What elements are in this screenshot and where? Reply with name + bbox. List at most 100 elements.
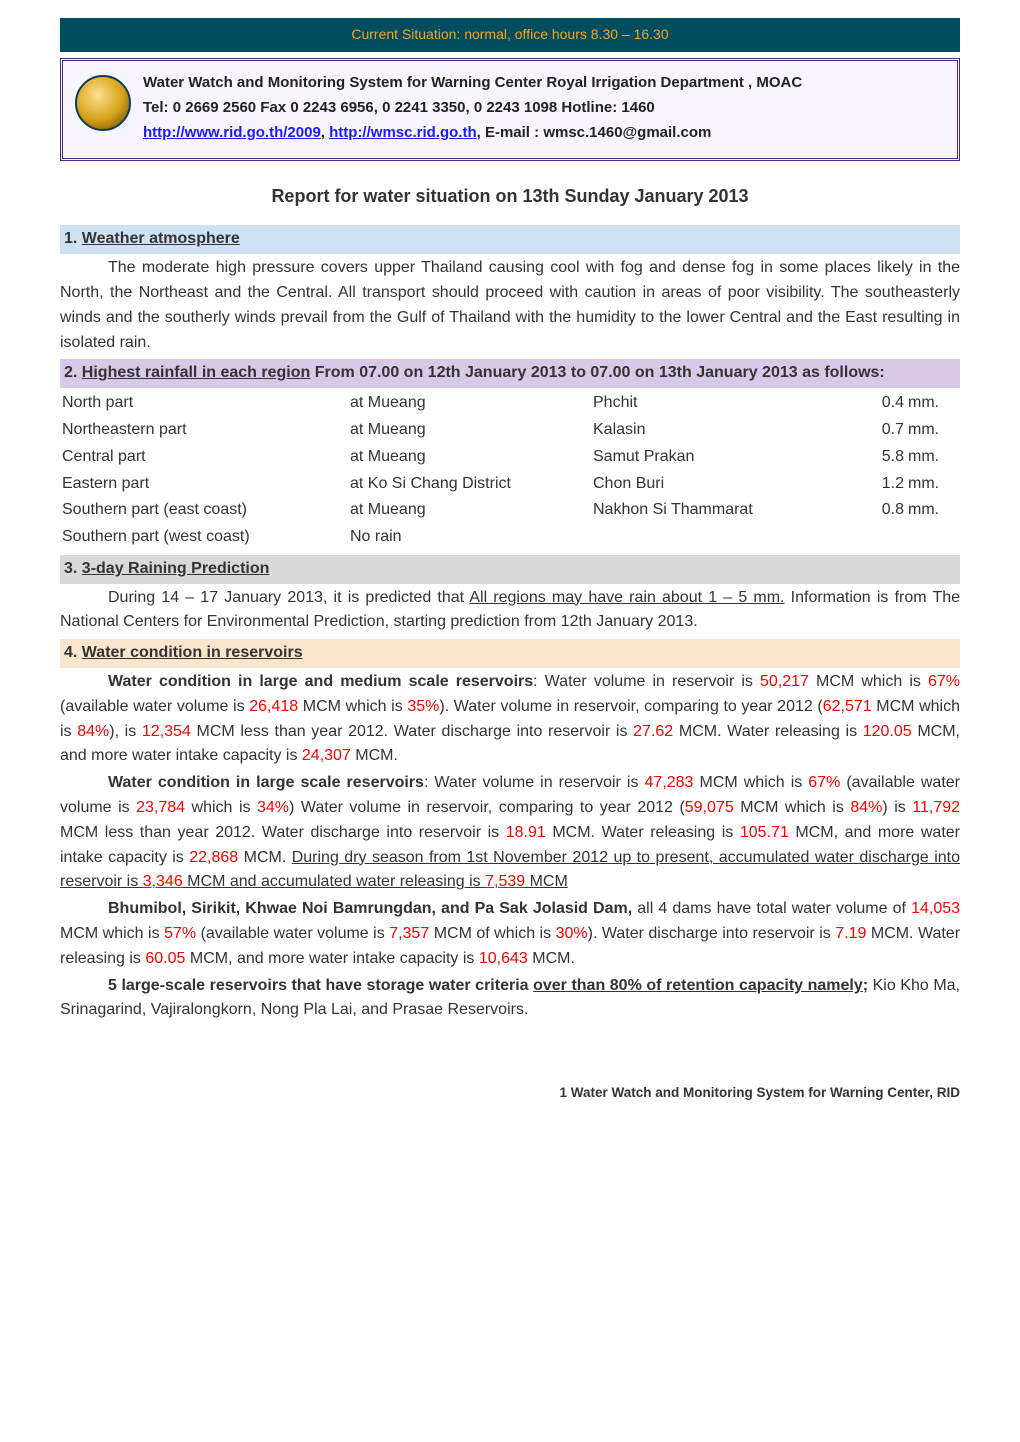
page-footer: 1 Water Watch and Monitoring System for … — [60, 1083, 960, 1104]
section-1-label: Weather atmosphere — [82, 230, 240, 247]
rain-value — [852, 524, 906, 551]
rain-region: Eastern part — [60, 471, 348, 498]
reservoir-para-2: Water condition in large scale reservoir… — [60, 771, 960, 895]
p3-g: MCM, and more water intake capacity is — [185, 950, 478, 967]
rain-region: Northeastern part — [60, 417, 348, 444]
rain-place: Phchit — [591, 390, 852, 417]
rain-value: 0.4 — [852, 390, 906, 417]
rain-region: North part — [60, 390, 348, 417]
rain-value: 1.2 — [852, 471, 906, 498]
p3-v1: 14,053 — [911, 900, 960, 917]
table-row: Southern part (west coast)No rain — [60, 524, 960, 551]
p3-v2: 57% — [164, 925, 196, 942]
comma-1: , — [321, 124, 329, 141]
p1-v8: 27.62 — [633, 723, 673, 740]
p2-b: MCM which is — [693, 774, 808, 791]
p2-v7: 11,792 — [912, 799, 960, 816]
prediction-paragraph: During 14 – 17 January 2013, it is predi… — [60, 586, 960, 636]
p2-v6: 84% — [850, 799, 882, 816]
p2-v3: 23,784 — [136, 799, 185, 816]
p1-v9: 120.05 — [863, 723, 912, 740]
reservoir-para-1: Water condition in large and medium scal… — [60, 670, 960, 769]
rain-at: at Mueang — [348, 444, 591, 471]
table-row: Southern part (east coast)at MueangNakho… — [60, 497, 960, 524]
p2-e: ) Water volume in reservoir, comparing t… — [289, 799, 685, 816]
rain-unit: mm. — [906, 417, 960, 444]
header-url-1[interactable]: http://www.rid.go.th/2009 — [143, 124, 321, 141]
p2-v2: 67% — [808, 774, 840, 791]
p2-h: MCM less than year 2012. Water discharge… — [60, 824, 506, 841]
rain-at: No rain — [348, 524, 591, 551]
rain-unit: mm. — [906, 390, 960, 417]
p1-v3: 26,418 — [249, 698, 298, 715]
table-row: Northeastern partat MueangKalasin0.7mm. — [60, 417, 960, 444]
reservoir-para-4: 5 large-scale reservoirs that have stora… — [60, 974, 960, 1024]
p1-v2: 67% — [928, 673, 960, 690]
p2-v9: 105.71 — [740, 824, 789, 841]
p3-a: all 4 dams have total water volume of — [632, 900, 911, 917]
section-1-num: 1. — [64, 230, 82, 247]
p3-v3: 7,357 — [389, 925, 429, 942]
p3-e: ). Water discharge into reservoir is — [588, 925, 836, 942]
p3-v4: 30% — [556, 925, 588, 942]
p1-k: MCM. — [351, 747, 398, 764]
p1-c: (available water volume is — [60, 698, 249, 715]
weather-paragraph: The moderate high pressure covers upper … — [60, 256, 960, 355]
section-3-num: 3. — [64, 560, 82, 577]
p2-lead: Water condition in large scale reservoir… — [108, 774, 424, 791]
table-row: North partat MueangPhchit0.4mm. — [60, 390, 960, 417]
reservoir-para-3: Bhumibol, Sirikit, Khwae Noi Bamrungdan,… — [60, 897, 960, 971]
section-3-label: 3-day Raining Prediction — [82, 560, 270, 577]
header-url-2[interactable]: http://wmsc.rid.go.th — [329, 124, 477, 141]
p1-e: ). Water volume in reservoir, comparing … — [439, 698, 822, 715]
table-row: Central partat MueangSamut Prakan5.8mm. — [60, 444, 960, 471]
section-4-heading: 4. Water condition in reservoirs — [60, 639, 960, 668]
rain-at: at Mueang — [348, 497, 591, 524]
p3-c: (available water volume is — [196, 925, 389, 942]
p2-k: MCM. — [238, 849, 292, 866]
rain-value: 5.8 — [852, 444, 906, 471]
p2-dry-v1: 3,346 — [143, 873, 183, 890]
rain-place: Nakhon Si Thammarat — [591, 497, 852, 524]
rain-unit: mm. — [906, 471, 960, 498]
status-banner: Current Situation: normal, office hours … — [60, 18, 960, 52]
p3-b: MCM which is — [60, 925, 164, 942]
rain-at: at Ko Si Chang District — [348, 471, 591, 498]
rainfall-table: North partat MueangPhchit0.4mm.Northeast… — [60, 390, 960, 551]
section-4-label: Water condition in reservoirs — [82, 644, 303, 661]
section-2-label: Highest rainfall in each region — [82, 364, 311, 381]
section-2-num: 2. — [64, 364, 82, 381]
p2-v5: 59,075 — [685, 799, 734, 816]
p1-b: MCM which is — [809, 673, 928, 690]
p3-d: MCM of which is — [429, 925, 555, 942]
p2-g: ) is — [882, 799, 912, 816]
p2-v1: 47,283 — [645, 774, 694, 791]
p4-lead: 5 large-scale reservoirs that have stora… — [108, 977, 533, 994]
rain-place — [591, 524, 852, 551]
section-1-heading: 1. Weather atmosphere — [60, 225, 960, 254]
p3-v6: 60.05 — [145, 950, 185, 967]
rain-at: at Mueang — [348, 390, 591, 417]
rain-place: Samut Prakan — [591, 444, 852, 471]
p2-dry-mid: MCM and accumulated water releasing is — [183, 873, 485, 890]
rain-region: Southern part (east coast) — [60, 497, 348, 524]
header-text: Water Watch and Monitoring System for Wa… — [143, 71, 945, 147]
p4-u: over than 80% of retention capacity name… — [533, 977, 868, 994]
p2-v10: 22,868 — [189, 849, 238, 866]
p1-h: MCM less than year 2012. Water discharge… — [191, 723, 633, 740]
p1-v4: 35% — [407, 698, 439, 715]
p2-f: MCM which is — [734, 799, 851, 816]
p3-lead: Bhumibol, Sirikit, Khwae Noi Bamrungdan,… — [108, 900, 632, 917]
p3-v7: 10,643 — [479, 950, 528, 967]
rain-place: Kalasin — [591, 417, 852, 444]
p2-a: : Water volume in reservoir is — [424, 774, 645, 791]
p1-v10: 24,307 — [302, 747, 351, 764]
rain-region: Southern part (west coast) — [60, 524, 348, 551]
p1-a: : Water volume in reservoir is — [533, 673, 760, 690]
header-line-2: Tel: 0 2669 2560 Fax 0 2243 6956, 0 2241… — [143, 96, 945, 119]
department-logo — [75, 75, 131, 131]
p1-v7: 12,354 — [142, 723, 191, 740]
rain-value: 0.8 — [852, 497, 906, 524]
rain-place: Chon Buri — [591, 471, 852, 498]
rain-unit: mm. — [906, 497, 960, 524]
